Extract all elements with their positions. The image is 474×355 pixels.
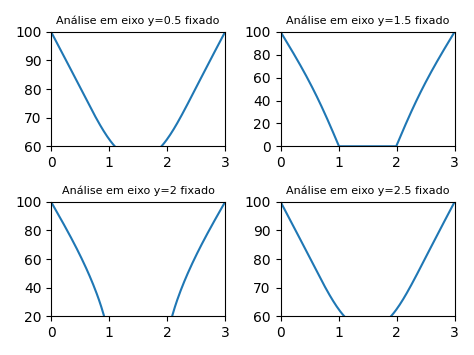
Title: Análise em eixo y=0.5 fixado: Análise em eixo y=0.5 fixado [56,15,220,26]
Title: Análise em eixo y=2.5 fixado: Análise em eixo y=2.5 fixado [286,185,449,196]
Title: Análise em eixo y=1.5 fixado: Análise em eixo y=1.5 fixado [286,15,449,26]
Title: Análise em eixo y=2 fixado: Análise em eixo y=2 fixado [62,185,215,196]
